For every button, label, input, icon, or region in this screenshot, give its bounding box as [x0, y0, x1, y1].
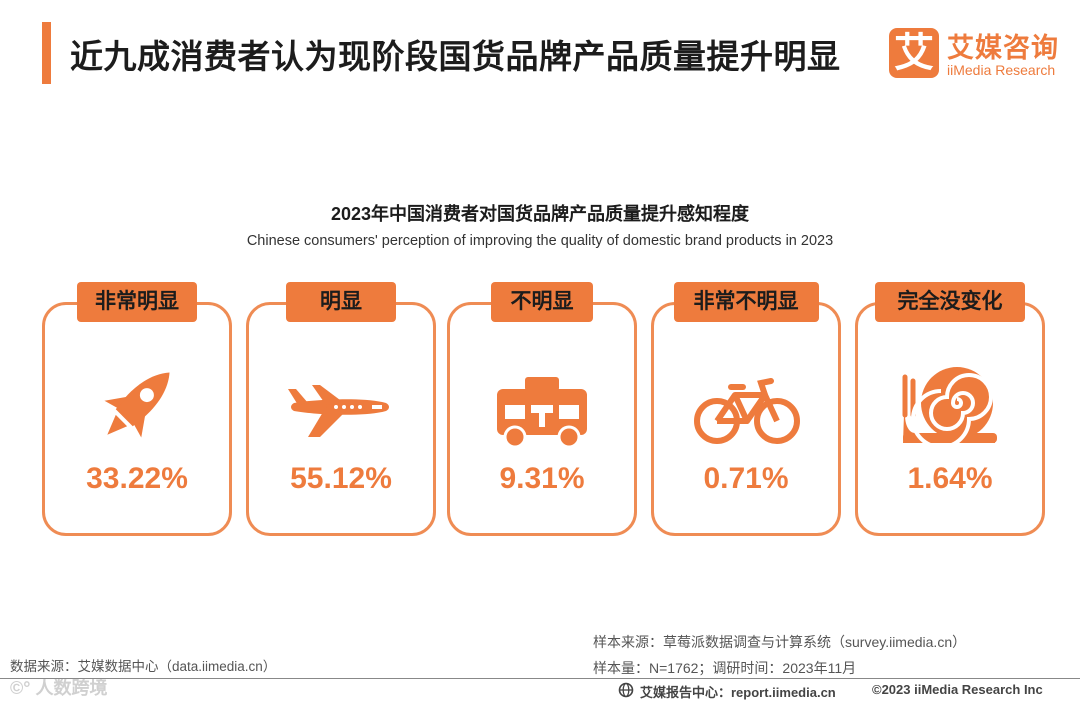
perception-card	[246, 302, 436, 536]
category-label: 不明显	[491, 282, 593, 322]
snail-icon	[895, 355, 1005, 455]
logo-name-en: iiMedia Research	[947, 62, 1056, 78]
report-center: 艾媒报告中心：report.iimedia.cn	[640, 685, 836, 700]
category-label: 非常明显	[77, 282, 197, 322]
chart-subtitle: Chinese consumers' perception of improvi…	[246, 233, 834, 249]
rocket-icon	[82, 355, 192, 455]
category-label: 完全没变化	[875, 282, 1025, 322]
category-label: 明显	[286, 282, 396, 322]
footer-divider	[0, 678, 1080, 679]
sample-source: 样本来源：草莓派数据调查与计算系统（survey.iimedia.cn）	[593, 634, 967, 650]
value-label: 55.12%	[290, 462, 392, 495]
value-label: 0.71%	[703, 462, 789, 495]
data-source: 数据来源：艾媒数据中心（data.iimedia.cn）	[10, 659, 277, 674]
globe-icon	[618, 682, 634, 698]
bus-icon	[487, 355, 597, 455]
value-label: 33.22%	[86, 462, 188, 495]
iimedia-logo: 艾 艾媒咨询 iiMedia Research	[889, 26, 1064, 82]
category-label: 非常不明显	[673, 282, 819, 322]
title-accent-bar	[42, 22, 51, 84]
copyright: ©2023 iiMedia Research Inc	[872, 682, 1043, 697]
bicycle-icon	[691, 355, 801, 455]
chart-title: 2023年中国消费者对国货品牌产品质量提升感知程度	[330, 204, 750, 224]
logo-mark: 艾	[889, 28, 939, 78]
sample-size: 样本量：N=1762；调研时间：2023年11月	[593, 660, 857, 676]
value-label: 9.31%	[499, 462, 585, 495]
logo-name-cn: 艾媒咨询	[947, 33, 1059, 63]
value-label: 1.64%	[907, 462, 993, 495]
airplane-icon	[286, 355, 396, 455]
watermark: ©° 人数跨境	[10, 678, 108, 698]
page-title: 近九成消费者认为现阶段国货品牌产品质量提升明显	[70, 38, 841, 75]
